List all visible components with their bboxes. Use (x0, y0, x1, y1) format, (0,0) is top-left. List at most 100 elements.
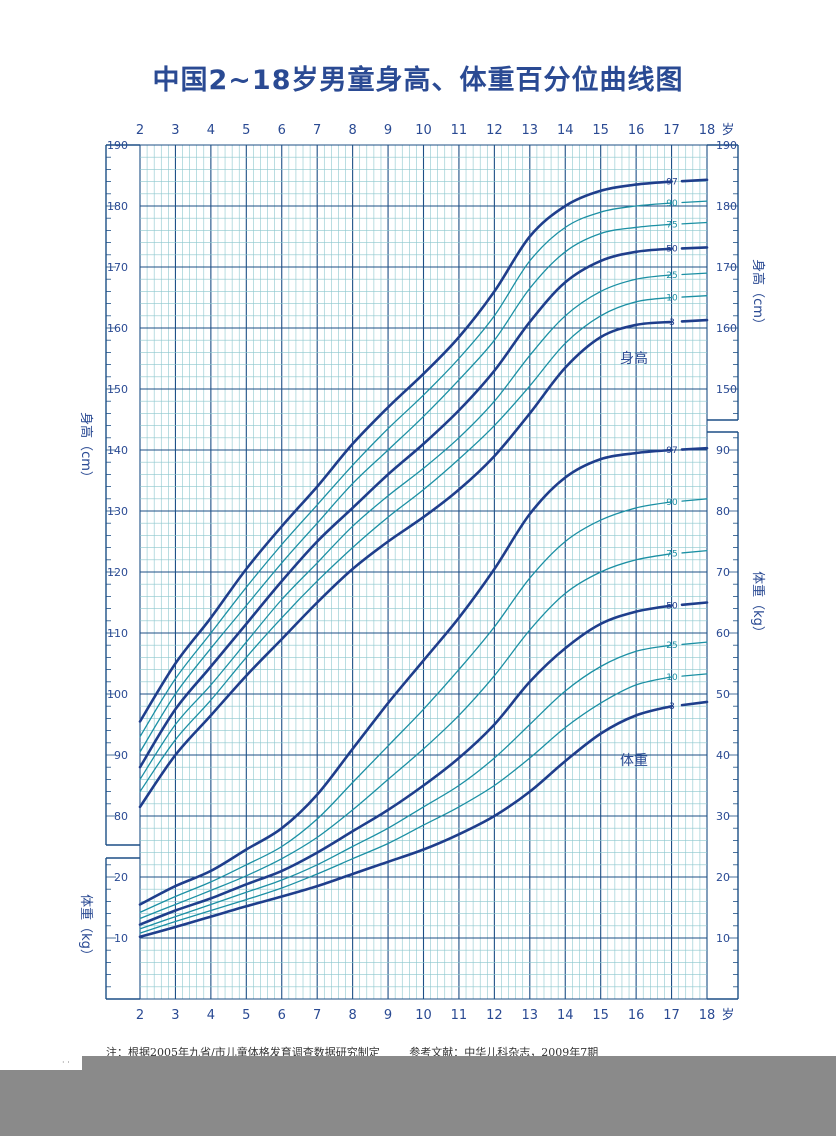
height-curve-p50 (138, 247, 673, 769)
bottom-scan-bar-strip (82, 1056, 836, 1070)
page-title: 中国2~18岁男童身高、体重百分位曲线图 (152, 65, 684, 96)
x-tick-label-bottom: 10 (415, 1008, 432, 1023)
weight-curves: 97 90 75 50 25 10 3 (138, 446, 709, 939)
weight-section-label: 体重 (620, 753, 648, 769)
footnote: 注：根据2005年九省/市儿童体格发育调查数据研究制定 参考文献：中华儿科杂志，… (106, 1044, 598, 1060)
x-tick-label-bottom: 8 (348, 1008, 356, 1023)
height-tick-label-left: 170 (107, 261, 128, 274)
weight-tick-label-right: 70 (716, 566, 730, 579)
weight-percentile-label-p97: 97 (666, 446, 677, 456)
axis-frame (105, 144, 739, 1000)
weight-curve-tail-p3 (680, 700, 709, 707)
x-tick-label-top: 6 (278, 123, 286, 138)
weight-curve-tail-p50 (680, 601, 709, 607)
weight-tick-label-right: 90 (716, 444, 730, 457)
height-tick-label-right: 150 (716, 383, 737, 396)
weight-tick-label-right: 50 (716, 688, 730, 701)
height-tick-label-right: 170 (716, 261, 737, 274)
height-percentile-label-p90: 90 (666, 199, 678, 209)
grid (139, 144, 708, 1000)
y-tick-labels: 80 90 100 110 120 130 140 150 160 170 180 190 150 160… (107, 139, 737, 945)
scan-dots-mark: · · (62, 1058, 70, 1067)
x-tick-label-bottom: 12 (486, 1008, 503, 1023)
x-tick-label-top: 12 (486, 123, 503, 138)
height-percentile-label-p75: 75 (666, 220, 677, 230)
height-tick-label-left: 180 (107, 200, 128, 213)
x-tick-label-bottom: 17 (663, 1008, 680, 1023)
height-curve-p10 (139, 296, 673, 793)
weight-tick-label-right: 60 (716, 627, 730, 640)
height-axis-title-right-text: 身高（cm） (750, 259, 766, 331)
height-section-label: 身高 (620, 350, 648, 367)
height-tick-label-left: 190 (107, 139, 128, 152)
x-tick-label-top: 13 (522, 123, 539, 138)
x-tick-label-top: 18 (699, 123, 716, 138)
x-tick-label-top: 7 (313, 123, 321, 138)
height-tick-label-left: 140 (107, 444, 128, 457)
x-tick-label-bottom: 13 (522, 1008, 539, 1023)
height-axis-title-left: 身高（cm） (78, 412, 94, 484)
x-tick-label-bottom: 15 (592, 1008, 609, 1023)
weight-percentile-label-p10: 10 (666, 673, 678, 683)
height-tick-label-left: 160 (107, 322, 128, 335)
x-tick-label-top: 3 (171, 123, 179, 138)
height-axis-title-left-text: 身高（cm） (78, 412, 94, 484)
height-curves: 97 90 75 50 25 10 3 (138, 178, 709, 809)
weight-curve-p75 (139, 553, 673, 920)
weight-curve-tail-p90 (681, 498, 708, 502)
height-percentile-label-p97: 97 (666, 178, 677, 188)
weight-tick-label-right: 10 (716, 932, 730, 945)
height-curve-tail-p97 (680, 178, 709, 183)
height-percentile-label-p50: 50 (666, 245, 678, 255)
x-tick-label-bottom: 11 (451, 1008, 468, 1023)
x-tick-label-top: 5 (242, 123, 250, 138)
x-tick-label-bottom: 4 (207, 1008, 215, 1023)
x-tick-label-top: 9 (384, 123, 392, 138)
x-tick-label-bottom: 3 (171, 1008, 179, 1023)
weight-curve-p90 (139, 501, 673, 914)
weight-curve-tail-p97 (680, 446, 709, 451)
weight-axis-title-right-text: 体重（kg） (750, 571, 766, 639)
weight-axis-title-left: 体重（kg） (78, 894, 94, 962)
x-tick-label-top: 8 (348, 123, 356, 138)
x-tick-label-top: 15 (592, 123, 609, 138)
weight-curve-tail-p25 (681, 641, 708, 646)
height-curve-p25 (139, 274, 673, 781)
weight-tick-label-right: 80 (716, 505, 730, 518)
height-curve-tail-p10 (681, 295, 708, 298)
height-percentile-label-p3: 3 (669, 318, 675, 328)
weight-curve-tail-p75 (681, 550, 708, 554)
weight-axis-title-right: 体重（kg） (750, 571, 766, 639)
weight-curve-p3 (138, 704, 673, 939)
x-tick-label-top: 16 (628, 123, 645, 138)
weight-curve-tail-p10 (681, 673, 708, 677)
x-tick-label-top: 14 (557, 123, 574, 138)
height-tick-label-left: 80 (114, 810, 128, 823)
height-curve-p97 (138, 180, 673, 723)
height-tick-label-left: 90 (114, 749, 128, 762)
weight-percentile-label-p75: 75 (666, 550, 677, 560)
height-tick-label-left: 130 (107, 505, 128, 518)
weight-axis-title-left-text: 体重（kg） (78, 894, 94, 962)
x-tick-label-top: 2 (136, 123, 144, 138)
height-curve-p90 (139, 202, 673, 738)
x-tick-label-top: 17 (663, 123, 680, 138)
weight-percentile-label-p90: 90 (666, 498, 678, 508)
height-curve-tail-p75 (681, 221, 708, 225)
x-tick-label-bottom: 6 (278, 1008, 286, 1023)
height-curve-tail-p25 (681, 272, 708, 276)
x-tick-label-bottom: 18 (699, 1008, 716, 1023)
height-curve-tail-p3 (680, 318, 709, 323)
weight-tick-label-right: 40 (716, 749, 730, 762)
height-curve-p3 (138, 320, 673, 809)
weight-curve-p97 (138, 448, 673, 906)
height-axis-title-right: 身高（cm） (750, 259, 766, 331)
weight-curve-p50 (138, 604, 673, 926)
height-curve-p75 (139, 223, 673, 753)
weight-percentile-label-p50: 50 (666, 602, 678, 612)
x-tick-label-bottom: 9 (384, 1008, 392, 1023)
height-tick-label-right: 160 (716, 322, 737, 335)
weight-tick-label-right: 20 (716, 871, 730, 884)
x-tick-label-top: 11 (451, 123, 468, 138)
footnote-reference: 参考文献：中华儿科杂志，2009年7期 (409, 1046, 599, 1059)
